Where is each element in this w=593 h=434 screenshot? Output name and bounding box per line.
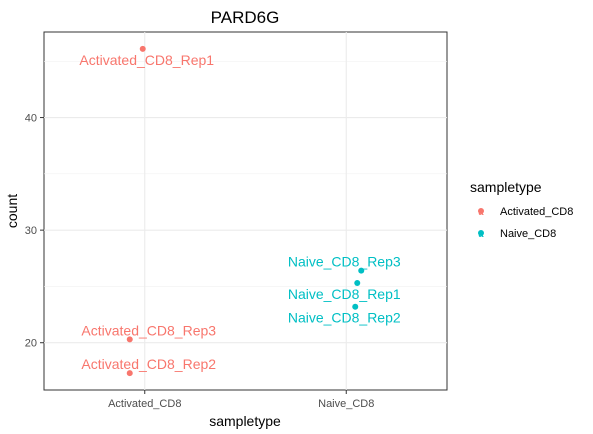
axes: 20 30 40 Activated_CD8 Naive_CD8 (25, 113, 375, 410)
data-point (126, 336, 133, 343)
x-tick-label: Activated_CD8 (108, 398, 181, 410)
legend-title: sampletype (470, 179, 542, 195)
chart-title: PARD6G (211, 8, 280, 27)
legend-label: Activated_CD8 (500, 206, 573, 218)
legend-key (478, 208, 484, 214)
point-label: Naive_CD8_Rep2 (288, 310, 401, 326)
point-label: Activated_CD8_Rep2 (81, 356, 216, 372)
data-point (354, 280, 361, 287)
data-point (139, 45, 146, 52)
point-label: Naive_CD8_Rep1 (288, 286, 401, 302)
plot-panel (43, 31, 448, 391)
legend-key-letter: a (478, 229, 484, 239)
y-axis-title: count (4, 194, 20, 228)
data-point (358, 267, 365, 274)
point-label: Activated_CD8_Rep1 (79, 52, 214, 68)
legend-key (478, 230, 484, 236)
y-tick-label: 30 (25, 225, 37, 237)
grid-lines (44, 32, 447, 390)
point-label: Naive_CD8_Rep3 (288, 254, 401, 270)
y-tick-label: 40 (25, 113, 37, 125)
x-axis-title: sampletype (209, 413, 281, 429)
data-point (352, 303, 359, 310)
data-point (126, 370, 133, 377)
y-tick-label: 20 (25, 338, 37, 350)
legend-label: Naive_CD8 (500, 228, 556, 240)
legend-key-letter: a (478, 207, 484, 217)
point-label: Activated_CD8_Rep3 (81, 322, 216, 338)
data-points: Activated_CD8_Rep1 Activated_CD8_Rep3 Acti… (79, 45, 401, 377)
x-tick-label: Naive_CD8 (318, 398, 374, 410)
